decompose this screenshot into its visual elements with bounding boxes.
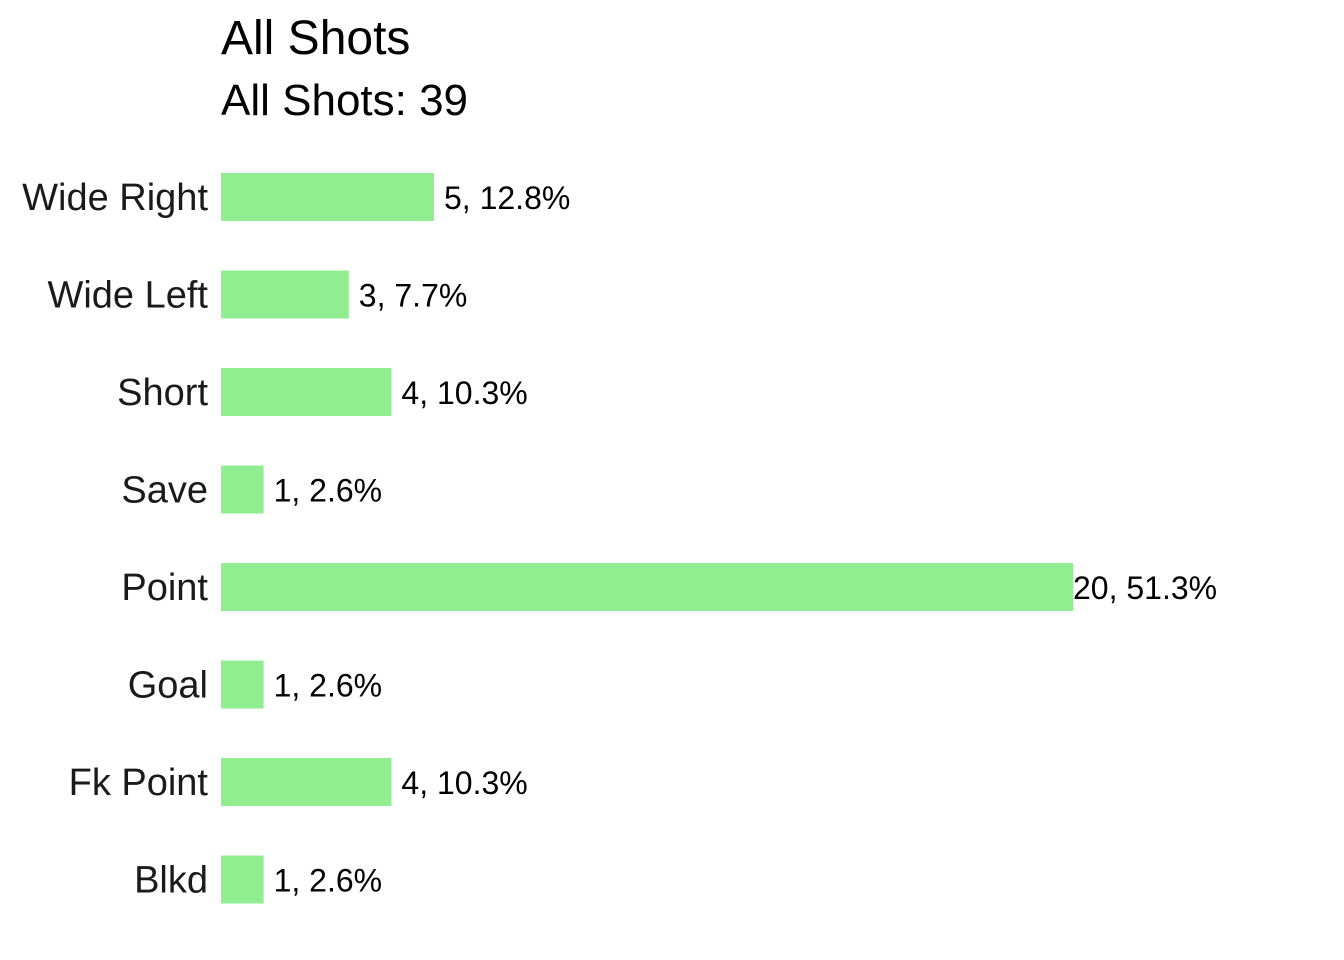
data-label: 4, 10.3% [401, 375, 527, 411]
data-label: 5, 12.8% [444, 180, 570, 216]
data-label: 1, 2.6% [274, 863, 383, 899]
data-label: 20, 51.3% [1073, 570, 1217, 606]
chart-title: All Shots [221, 12, 410, 65]
data-label: 1, 2.6% [274, 473, 383, 509]
category-label: Fk Point [69, 762, 209, 804]
bars-layer: Wide Right 5, 12.8% Wide Left 3, 7.7% Short 4… [22, 173, 1217, 904]
bar [221, 855, 264, 904]
bar [221, 270, 349, 319]
data-label: 3, 7.7% [359, 278, 468, 314]
data-label: 4, 10.3% [401, 765, 527, 801]
bar [221, 563, 1073, 611]
chart-subtitle: All Shots: 39 [221, 76, 468, 125]
bar [221, 368, 392, 416]
category-label: Point [121, 567, 208, 609]
bar [221, 660, 264, 709]
bar [221, 465, 264, 514]
category-label: Short [117, 372, 208, 414]
data-label: 1, 2.6% [274, 668, 383, 704]
bar [221, 173, 434, 221]
category-label: Goal [128, 665, 208, 707]
category-label: Save [121, 470, 208, 512]
category-label: Blkd [134, 860, 208, 902]
bar [221, 758, 392, 806]
category-label: Wide Left [47, 275, 208, 317]
category-label: Wide Right [22, 177, 208, 219]
